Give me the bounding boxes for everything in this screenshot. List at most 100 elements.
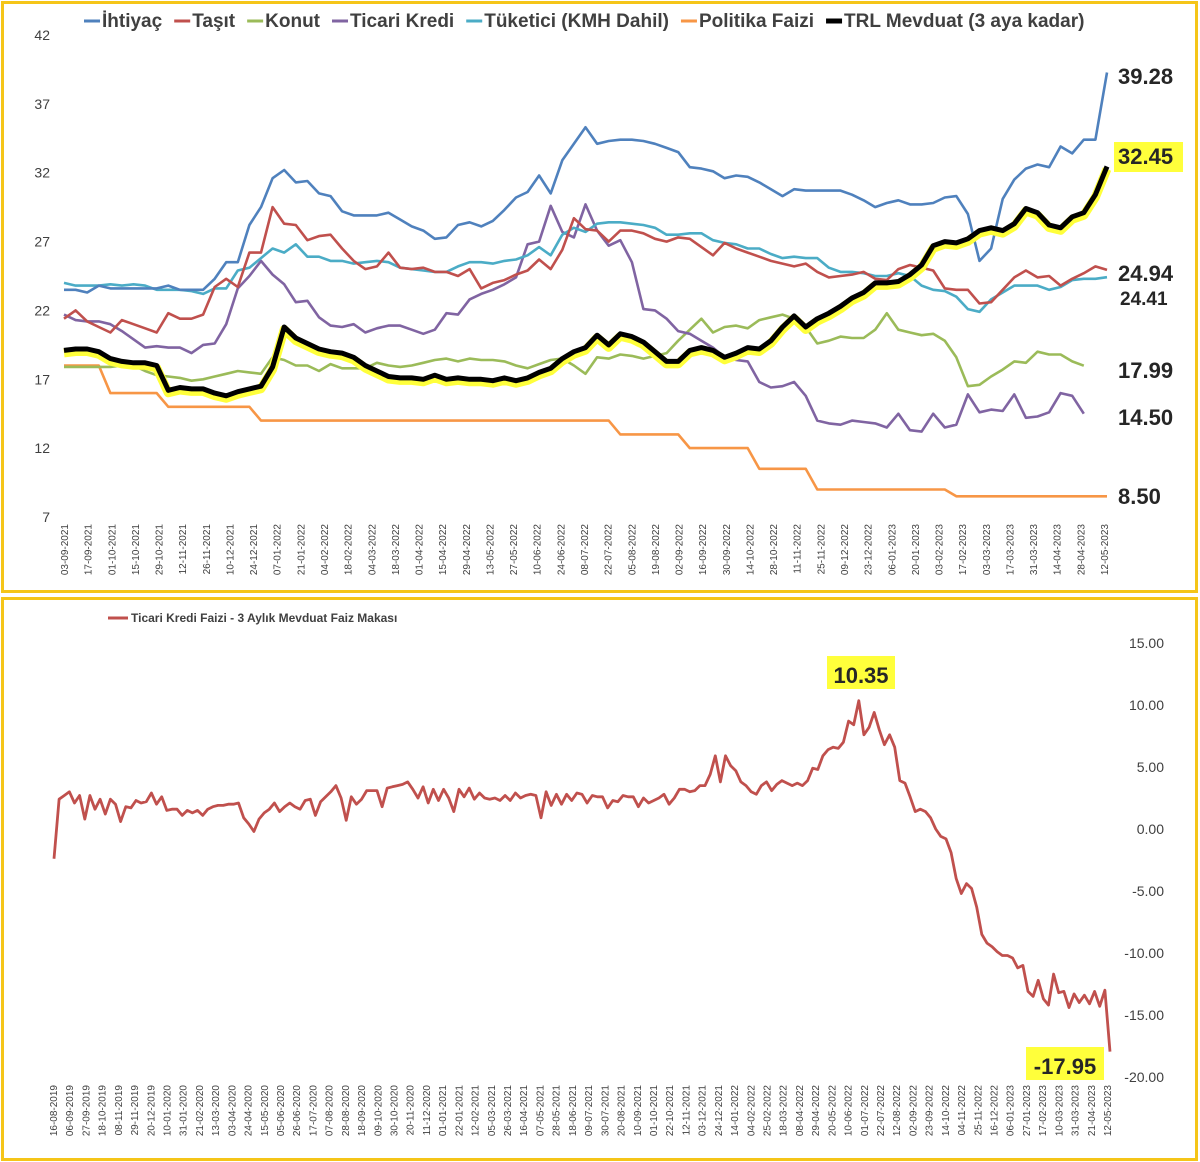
x-tick-label: 01-10-2021	[649, 1085, 660, 1137]
x-tick-label: 22-07-2022	[876, 1085, 887, 1137]
x-tick-label: 03-03-2023	[982, 524, 993, 576]
rates-line-chart: 7 12 17 22 27 32 37 42 03-09-2021 17-09-2021 01-10…	[34, 11, 1183, 576]
y-tick-label: 42	[34, 27, 50, 43]
x-tick-label: 18-06-2021	[568, 1085, 579, 1137]
y-tick-label: -5.00	[1132, 883, 1164, 899]
x-tick-label: 27-01-2023	[1022, 1085, 1033, 1137]
x-tick-label: 04-03-2022	[367, 524, 378, 576]
x-tick-label: 07-05-2021	[535, 1085, 546, 1137]
series-line-ihtiyac	[64, 72, 1109, 294]
legend-label-spread: Ticari Kredi Faizi - 3 Aylık Mevduat Fai…	[131, 611, 397, 625]
x-tick-label: 03-12-2021	[698, 1085, 709, 1137]
x-tick-label: 21-02-2020	[195, 1085, 206, 1137]
end-label-ticari-kredi: 14.50	[1118, 405, 1173, 430]
x-tick-label: 06-01-2023	[1006, 1085, 1017, 1137]
series-line-politika-faizi	[64, 364, 1107, 498]
y-tick-label: -15.00	[1124, 1007, 1164, 1023]
x-tick-label: 12-05-2023	[1100, 524, 1111, 576]
legend-label-tas-t: Taşıt	[192, 11, 236, 32]
x-tick-label: 10-03-2023	[1054, 1085, 1065, 1137]
y-tick-label: 0.00	[1137, 821, 1164, 837]
x-tick-label: 16-09-2022	[698, 524, 709, 576]
x-tick-label: 21-01-2022	[296, 524, 307, 576]
x-tick-label: 08-11-2019	[114, 1085, 125, 1136]
x-tick-label: 22-01-2021	[454, 1085, 465, 1137]
y-tick-label: -10.00	[1124, 945, 1164, 961]
x-tick-label: 18-03-2022	[779, 1085, 790, 1137]
y-tick-label: 7	[42, 509, 50, 525]
x-tick-label: 24-04-2020	[244, 1085, 255, 1137]
end-label-tas-t: 24.94	[1118, 261, 1174, 286]
min-label-highlight	[1026, 1047, 1104, 1080]
x-tick-label: 24-12-2021	[714, 1085, 725, 1137]
x-tick-label: 30-09-2022	[722, 524, 733, 576]
end-label-konut: 17.99	[1118, 358, 1173, 383]
series-line-konut	[64, 311, 1085, 388]
x-tick-label: 30-07-2021	[600, 1085, 611, 1137]
x-tick-label: 26-11-2021	[202, 524, 213, 575]
x-tick-label: 07-08-2020	[325, 1085, 336, 1137]
x-tick-label: 01-01-2021	[438, 1085, 449, 1137]
x-tick-label: 31-03-2023	[1029, 524, 1040, 576]
x-tick-label: 01-07-2022	[860, 1085, 871, 1137]
x-tick-label: 12-11-2021	[178, 524, 189, 575]
legend-label-ticari-kredi: Ticari Kredi	[350, 11, 454, 32]
x-tick-label: 20-01-2023	[911, 524, 922, 576]
series-line-trl-mevduat-3-aya-kadar	[63, 165, 1110, 399]
x-tick-label: 13-03-2020	[211, 1085, 222, 1137]
spread-line-chart: 15.00 10.00 5.00 0.00 -5.00 -10.00 -15.00 -20.0…	[49, 611, 1164, 1137]
y-tick-label: 12	[34, 440, 50, 456]
x-tick-label: 19-08-2022	[651, 524, 662, 576]
x-tick-label: 04-11-2022	[957, 1085, 968, 1136]
x-tick-label: 22-10-2021	[665, 1085, 676, 1137]
max-label-highlight	[827, 656, 895, 689]
x-tick-label: 17-03-2023	[1005, 524, 1016, 576]
x-tick-label: 15-10-2021	[131, 524, 142, 576]
x-tick-label: 31-03-2023	[1071, 1085, 1082, 1137]
y-tick-label: -20.00	[1124, 1069, 1164, 1085]
legend-label-konut: Konut	[265, 11, 321, 32]
x-tick-label: 13-05-2022	[485, 524, 496, 576]
x-tick-label: 11-12-2020	[422, 1085, 433, 1136]
x-tick-label: 10-12-2021	[225, 524, 236, 576]
x-tick-label: 29-04-2022	[811, 1085, 822, 1137]
x-tick-label: 20-12-2019	[146, 1085, 157, 1137]
x-tick-label: 17-02-2023	[958, 524, 969, 576]
x-tick-label: 10-06-2022	[844, 1085, 855, 1137]
x-tick-label: 01-04-2022	[415, 524, 426, 576]
x-tick-label: 27-09-2019	[81, 1085, 92, 1137]
x-tick-label: 07-01-2022	[273, 524, 284, 576]
y-tick-label: 37	[34, 96, 50, 112]
end-label-tuketici-kmh-dahil: 24.41	[1120, 289, 1168, 310]
x-tick-label: 10-09-2021	[633, 1085, 644, 1137]
x-tick-label: 05-08-2022	[627, 524, 638, 576]
x-tick-label: 02-09-2022	[675, 524, 686, 576]
x-tick-label: 29-04-2022	[462, 524, 473, 576]
x-tick-label: 03-04-2020	[227, 1085, 238, 1137]
x-tick-label: 18-03-2022	[391, 524, 402, 576]
x-tick-label: 12-08-2022	[892, 1085, 903, 1137]
x-tick-label: 26-06-2020	[292, 1085, 303, 1137]
x-tick-label: 12-11-2021	[681, 1085, 692, 1136]
x-tick-label: 02-09-2022	[908, 1085, 919, 1137]
x-tick-label: 06-09-2019	[65, 1085, 76, 1137]
y-tick-label: 5.00	[1137, 759, 1164, 775]
x-tick-label: 24-06-2022	[556, 524, 567, 576]
x-tick-label: 06-01-2023	[887, 524, 898, 576]
series-line-spread	[52, 699, 1112, 1052]
spread-chart-panel: 15.00 10.00 5.00 0.00 -5.00 -10.00 -15.00 -20.0…	[1, 597, 1198, 1161]
end-label-ihtiyac: 39.28	[1118, 64, 1173, 89]
x-tick-label: 12-02-2021	[471, 1085, 482, 1137]
x-tick-label: 03-02-2023	[935, 524, 946, 576]
x-tick-label: 28-10-2022	[769, 524, 780, 576]
x-tick-label: 21-04-2023	[1087, 1085, 1098, 1137]
y-tick-label: 27	[34, 234, 50, 250]
x-tick-label: 09-10-2020	[373, 1085, 384, 1137]
x-tick-label: 26-03-2021	[503, 1085, 514, 1137]
end-label-highlight	[1114, 142, 1183, 172]
x-tick-label: 15-05-2020	[260, 1085, 271, 1137]
x-tick-label: 12-05-2023	[1103, 1085, 1114, 1137]
x-tick-label: 15-04-2022	[438, 524, 449, 576]
x-tick-label: 14-01-2022	[730, 1085, 741, 1137]
series-line-tas-t	[63, 205, 1108, 334]
